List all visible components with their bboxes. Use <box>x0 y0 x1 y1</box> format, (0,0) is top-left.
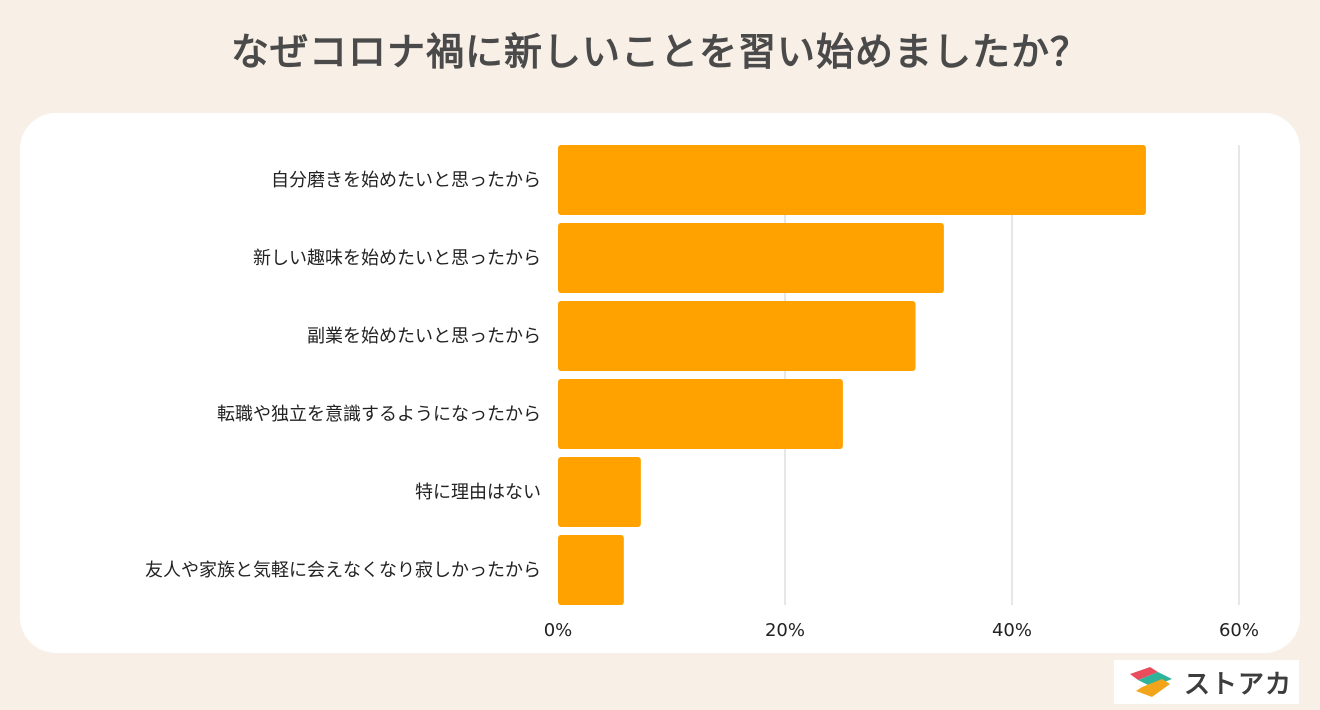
category-label: 友人や家族と気軽に会えなくなり寂しかったから <box>145 560 541 581</box>
category-label: 副業を始めたいと思ったから <box>307 326 541 347</box>
logo-text: ストアカ <box>1184 669 1293 700</box>
category-label: 自分磨きを始めたいと思ったから <box>271 170 541 191</box>
x-axis-ticks: 0% 20% 40% 60% <box>544 620 1259 641</box>
category-label: 新しい趣味を始めたいと思ったから <box>253 248 541 269</box>
category-labels: 自分磨きを始めたいと思ったから新しい趣味を始めたいと思ったから副業を始めたいと思… <box>145 170 541 581</box>
category-label: 特に理由はない <box>415 482 541 503</box>
bar <box>558 223 944 293</box>
bar <box>558 457 641 527</box>
bar <box>558 301 916 371</box>
logo-mark-icon <box>1130 667 1172 697</box>
x-tick-label: 40% <box>992 620 1032 641</box>
x-tick-label: 20% <box>765 620 805 641</box>
category-label: 転職や独立を意識するようになったから <box>217 404 541 425</box>
x-tick-label: 0% <box>544 620 573 641</box>
x-tick-label: 60% <box>1219 620 1259 641</box>
storeaka-logo: ストアカ <box>1114 660 1299 704</box>
bar <box>558 535 624 605</box>
bars <box>558 145 1146 605</box>
bar <box>558 145 1146 215</box>
chart-title: なぜコロナ禍に新しいことを習い始めましたか？ <box>230 30 1089 74</box>
bar <box>558 379 843 449</box>
gridlines <box>784 145 1240 605</box>
